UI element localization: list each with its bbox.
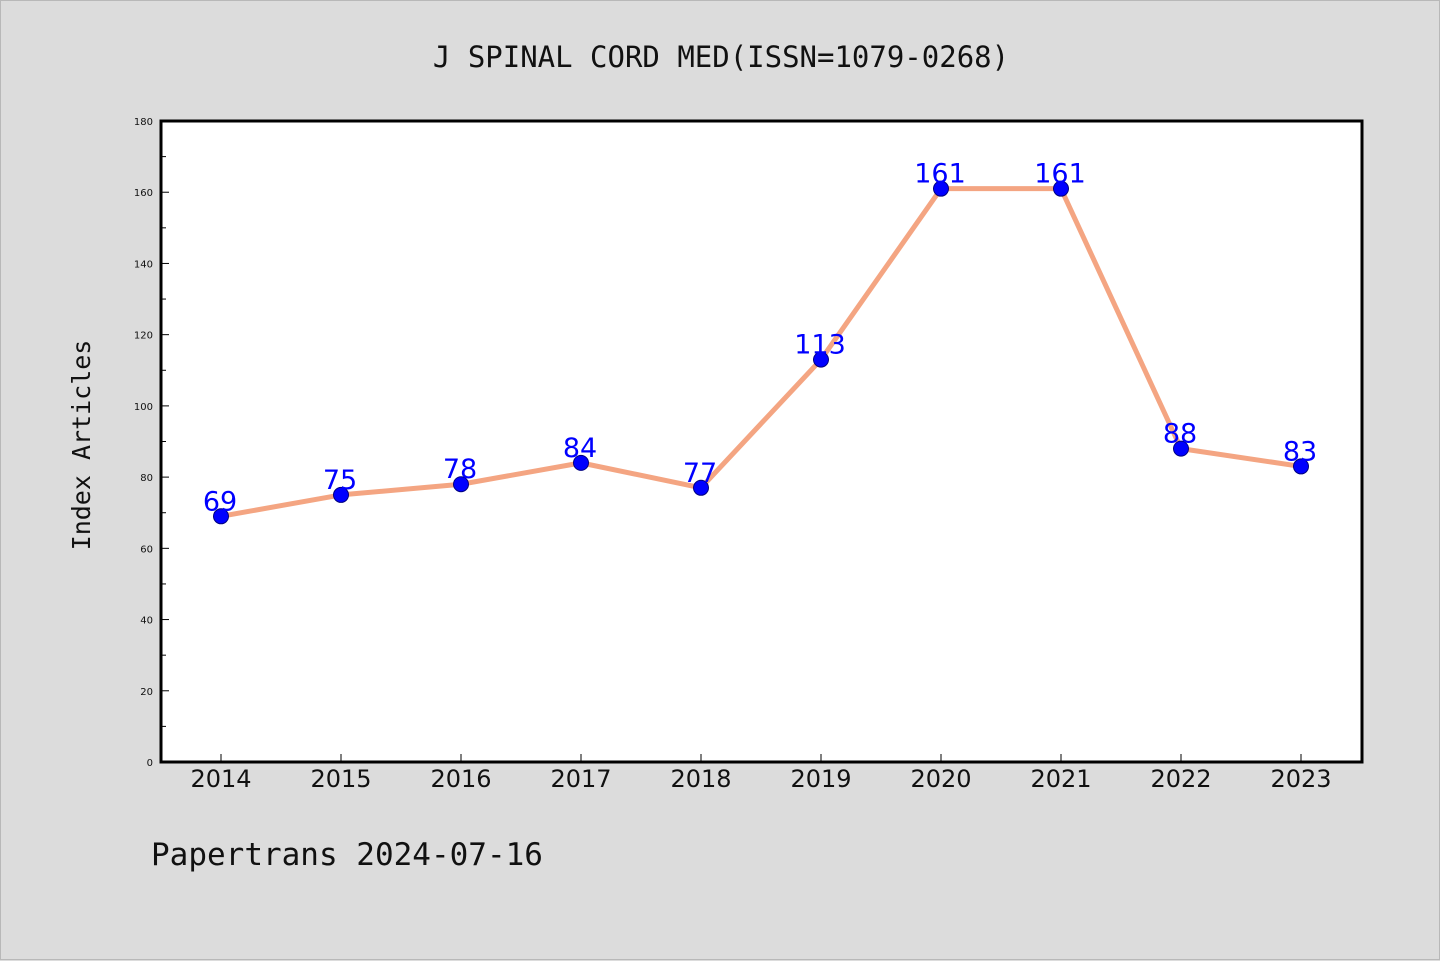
data-label: 69 [203,486,237,517]
y-tick-label: 140 [134,259,153,270]
footer-credit: Papertrans 2024-07-16 [151,837,543,873]
data-point [453,476,469,493]
y-tick-label: 100 [134,402,153,413]
data-label: 161 [914,159,966,190]
series-layer: 69 75 78 84 77 113 161 161 88 83 [203,159,1317,525]
y-tick-label: 20 [140,687,153,698]
data-point [813,351,829,368]
chart-title: J SPINAL CORD MED(ISSN=1079-0268) [433,40,1009,74]
y-tick-label: 40 [140,616,153,627]
data-point [1173,440,1189,457]
data-point [1053,180,1069,197]
y-axis: 0 20 40 60 80 100 120 140 160 180 [134,117,169,769]
x-tick-label: 2017 [550,765,611,793]
x-tick-label: 2018 [670,765,731,793]
y-tick-label: 60 [140,544,153,555]
y-tick-label: 160 [134,188,153,199]
data-label: 77 [683,458,717,489]
x-tick-label: 2022 [1150,765,1211,793]
data-point [1293,458,1309,475]
data-label: 113 [794,330,846,361]
y-tick-label: 180 [134,117,153,128]
data-label: 75 [323,465,357,496]
plot-area [159,119,1364,764]
series-line [218,186,1304,519]
y-axis-label: Index Articles [67,340,96,551]
x-tick-label: 2015 [310,765,371,793]
data-label: 161 [1034,159,1086,190]
x-axis: 2014 2015 2016 2017 2018 2019 2020 2021 2022 2023 [190,754,1332,793]
data-point [573,454,589,471]
x-tick-label: 2023 [1270,765,1331,793]
data-point [333,486,349,503]
data-label: 83 [1283,436,1317,467]
data-point [693,479,709,496]
data-label: 78 [443,454,477,485]
x-tick-label: 2014 [190,765,251,793]
data-label: 84 [563,433,597,464]
data-point [933,180,949,197]
x-tick-label: 2021 [1030,765,1091,793]
y-tick-label: 80 [140,473,153,484]
data-label: 88 [1163,419,1197,450]
y-tick-label: 0 [147,758,153,769]
y-tick-label: 120 [134,331,153,342]
x-tick-label: 2016 [430,765,491,793]
x-tick-label: 2019 [790,765,851,793]
data-point [213,508,229,525]
x-tick-label: 2020 [910,765,971,793]
